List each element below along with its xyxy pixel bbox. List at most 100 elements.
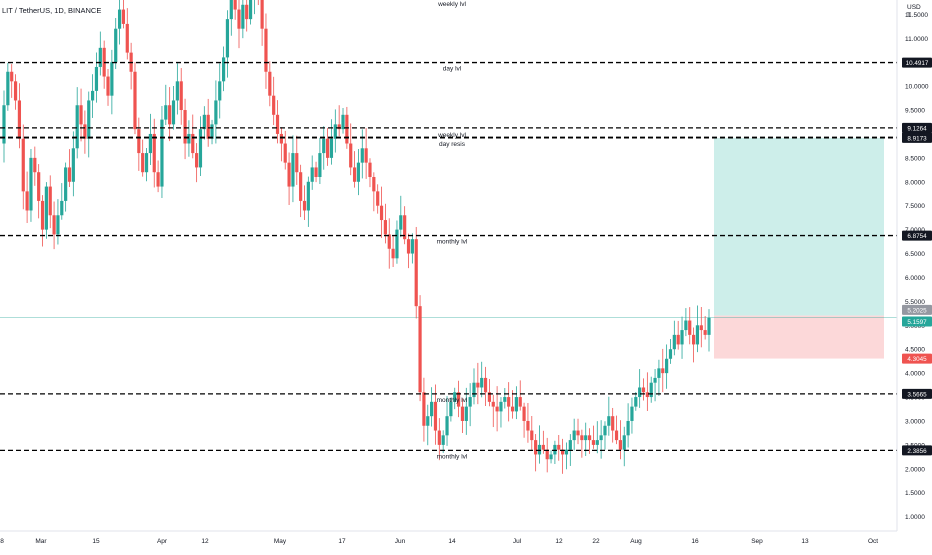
level-price-tag: 6.8754 <box>902 230 932 241</box>
candle <box>10 64 14 98</box>
candle <box>530 416 534 450</box>
price-tag-bg <box>902 57 932 68</box>
candle-body <box>329 138 334 158</box>
candle-body <box>653 377 657 383</box>
candle <box>171 86 176 130</box>
candle-body <box>445 416 449 436</box>
candle <box>641 378 646 401</box>
price-tag-bg <box>902 304 932 315</box>
candle <box>341 108 345 134</box>
candle-body <box>341 114 345 130</box>
candle-body <box>561 449 565 455</box>
candle-body <box>433 401 438 431</box>
candle-body <box>387 234 391 249</box>
time-tick-label: Mar <box>35 538 47 545</box>
candle-body <box>688 320 692 335</box>
long-position-tool[interactable] <box>0 137 897 359</box>
candle <box>206 98 210 147</box>
candle <box>98 31 102 76</box>
candle-body <box>391 248 395 259</box>
top-level-label: weekly lvl <box>437 1 466 8</box>
candle <box>480 361 484 398</box>
candle-body <box>676 334 680 345</box>
price-tag-text: 10.4917 <box>906 60 929 67</box>
candle <box>310 155 314 190</box>
candle <box>680 316 684 359</box>
candle <box>587 428 592 454</box>
candle-body <box>94 66 99 91</box>
candle <box>248 0 253 25</box>
candle <box>233 0 237 20</box>
price-tag-bg <box>902 132 932 143</box>
candle <box>387 218 391 269</box>
candle <box>60 183 64 220</box>
candle-body <box>383 220 387 235</box>
horizontal-levels[interactable]: day lvl weekly lvl day resis monthly lvl mon… <box>0 1 897 460</box>
candle-body <box>245 4 249 20</box>
level-price-tag: 8.9173 <box>902 132 932 143</box>
candle-body <box>133 71 137 130</box>
price-tag-text: 8.9173 <box>907 136 927 143</box>
candle-body <box>430 401 434 417</box>
time-tick-label: 17 <box>338 538 346 545</box>
candle <box>437 418 441 461</box>
price-tag-text: 5.2025 <box>907 307 927 314</box>
time-tick-label: 22 <box>592 538 600 545</box>
candle <box>634 392 638 411</box>
candle-body <box>283 143 287 163</box>
candle <box>522 402 526 438</box>
candle <box>661 348 665 393</box>
candle <box>487 378 492 407</box>
candle-body <box>684 320 688 331</box>
candle <box>33 146 37 186</box>
candle-body <box>441 435 445 445</box>
candle-body <box>33 157 37 173</box>
candle <box>622 426 626 467</box>
candle <box>37 164 41 219</box>
candle-body <box>48 186 52 216</box>
candle-body <box>91 90 95 101</box>
profit-zone <box>714 137 884 316</box>
candle <box>121 0 126 29</box>
candle-body <box>260 0 264 29</box>
candle <box>695 305 700 353</box>
candle-body <box>314 167 318 177</box>
candle-body <box>634 397 638 407</box>
level-price-tag: 3.5665 <box>902 388 932 399</box>
level-label: monthly lvl <box>437 453 468 460</box>
level-label: monthly lvl <box>437 397 468 404</box>
candle-body <box>79 105 83 125</box>
candle-body <box>545 449 549 460</box>
candle <box>399 195 403 238</box>
candle <box>422 377 426 442</box>
candle <box>306 176 310 227</box>
candle <box>472 368 476 405</box>
candle <box>672 320 676 356</box>
candle-body <box>518 397 522 407</box>
level-price-tag: 9.1264 <box>902 122 932 133</box>
candle-body <box>534 440 538 455</box>
candle <box>449 397 453 422</box>
candle <box>510 390 515 419</box>
candle-body <box>410 239 414 254</box>
time-tick-label: 16 <box>691 538 699 545</box>
price-tag-text: 9.1264 <box>907 125 927 132</box>
price-tag-bg <box>902 445 932 456</box>
price-tag-text: 6.8754 <box>907 233 927 240</box>
level-price-tag: 10.4917 <box>902 57 932 68</box>
price-tick-label: 6.0000 <box>905 275 925 282</box>
candle <box>148 113 152 166</box>
candle <box>599 420 603 459</box>
time-axis[interactable]: 8 Mar 15 Apr 12 May 17 Jun 14 Jul 12 22 Aug 16 Sep 13 Oc… <box>0 530 897 545</box>
candle <box>275 100 280 144</box>
candle-body <box>356 162 361 182</box>
candle <box>21 124 25 210</box>
candle-body <box>553 444 557 455</box>
candle <box>333 109 337 153</box>
candle-body <box>60 200 64 216</box>
candle-body <box>52 215 56 235</box>
candle <box>707 309 711 352</box>
candle-body <box>275 114 280 134</box>
